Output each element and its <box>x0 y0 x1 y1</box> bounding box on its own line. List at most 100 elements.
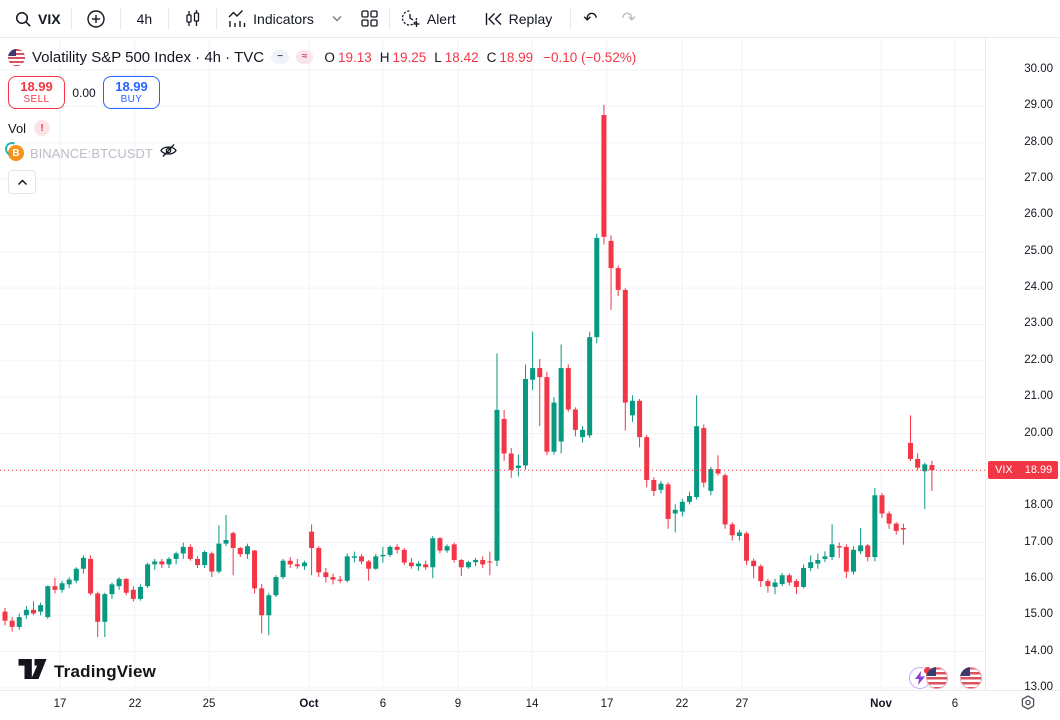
candle-body <box>38 605 44 612</box>
candle-body <box>615 268 621 290</box>
candle-body <box>359 556 364 562</box>
volume-study-row[interactable]: Vol ! <box>8 119 636 137</box>
time-tick-label: Oct <box>299 698 319 710</box>
price-axis[interactable]: VIX 18.99 30.00 29.00 28.00 27.00 26.00 25.00… <box>985 38 1060 693</box>
candle-body <box>451 544 457 560</box>
layout-grid-button[interactable] <box>350 0 389 38</box>
candle-body <box>102 594 108 622</box>
replay-button[interactable]: Replay <box>474 0 563 38</box>
undo-button[interactable]: ↶ <box>583 9 598 28</box>
candle-body <box>822 556 828 559</box>
candle-body <box>601 115 607 237</box>
high-key: H <box>379 49 390 65</box>
candle-body <box>408 562 414 567</box>
market-closed-pill[interactable]: − <box>271 50 289 64</box>
time-axis[interactable]: 17 22 25 Oct 6 9 14 17 22 27 Nov 6 <box>0 690 1060 720</box>
candle-body <box>444 546 450 551</box>
spread-value: 0.00 <box>72 85 96 100</box>
us-flag-icon <box>8 48 25 66</box>
interval-button[interactable]: 4h <box>121 0 169 38</box>
candle-body <box>216 543 222 572</box>
sell-button[interactable]: 18.99 SELL <box>8 76 65 109</box>
low-value: 18.42 <box>444 49 479 65</box>
candle-body <box>751 560 757 567</box>
candle-body <box>145 564 151 587</box>
symbol-title[interactable]: Volatility S&P 500 Index · 4h · TVC <box>32 48 265 66</box>
candle-body <box>929 465 935 471</box>
candle-body <box>644 437 650 481</box>
search-icon <box>14 10 32 28</box>
time-tick-label: 17 <box>53 698 67 710</box>
candle-body <box>765 581 771 587</box>
candle-body <box>686 496 692 502</box>
sell-label: SELL <box>23 94 50 105</box>
compare-add-button[interactable] <box>72 0 120 38</box>
alert-button[interactable]: Alert <box>390 0 466 38</box>
time-tick-label: 9 <box>454 698 462 710</box>
tradingview-logo[interactable]: TradingView <box>18 659 156 684</box>
price-tick-label: 29.00 <box>1024 99 1053 112</box>
candle-body <box>736 532 742 537</box>
time-tick-label: 25 <box>202 698 216 710</box>
price-tick-label: 21.00 <box>1024 390 1053 403</box>
candle-body <box>829 544 835 558</box>
last-price-badge[interactable]: VIX 18.99 <box>988 461 1058 480</box>
price-tick-label: 27.00 <box>1024 172 1053 185</box>
toolbar-separator <box>70 7 72 30</box>
symbol-info-row[interactable]: Volatility S&P 500 Index · 4h · TVC − ≈ … <box>8 46 636 68</box>
time-tick-label: Nov <box>870 698 892 710</box>
candle-body <box>45 586 51 618</box>
open-key: O <box>324 49 335 65</box>
bitcoin-icon: B <box>3 140 24 161</box>
buy-label: BUY <box>120 94 143 105</box>
candle-body <box>815 559 821 564</box>
candle-body <box>52 586 58 590</box>
us-flag-account-icon[interactable] <box>960 667 982 689</box>
candle-body <box>323 572 329 578</box>
grid-layout-icon <box>360 9 379 28</box>
candle-body <box>373 556 379 569</box>
sell-price: 18.99 <box>20 79 53 94</box>
us-flag-account-icon[interactable] <box>926 667 948 689</box>
candle-body <box>558 368 564 442</box>
collapse-legend-button[interactable] <box>8 170 36 194</box>
candle-body <box>537 368 543 378</box>
eye-slash-icon[interactable] <box>159 142 178 164</box>
indicators-templates-dropdown[interactable] <box>324 0 350 38</box>
chart-pane[interactable] <box>0 38 985 690</box>
price-tick-label: 18.00 <box>1024 499 1053 512</box>
candle-body <box>116 578 122 587</box>
badge-symbol: VIX <box>995 464 1013 477</box>
candle-body <box>416 563 422 567</box>
candle-body <box>836 546 842 548</box>
hidden-symbol-row[interactable]: B BINANCE:BTCUSDT <box>3 140 636 164</box>
ohlc-values: O 19.13 H 19.25 L 18.42 C 18.99 −0.10 (−… <box>324 50 636 65</box>
candle-body <box>708 469 714 491</box>
candle-body <box>95 593 101 622</box>
candle-body <box>744 533 750 561</box>
tradingview-mark-icon <box>18 659 47 684</box>
candle-body <box>195 558 201 566</box>
candle-body <box>301 562 307 567</box>
candle-body <box>594 237 600 338</box>
candle-body <box>252 550 258 589</box>
candlestick-chart[interactable] <box>0 38 985 690</box>
delayed-data-pill[interactable]: ≈ <box>295 50 314 64</box>
candle-body <box>893 523 899 531</box>
symbol-search-text: VIX <box>38 10 61 27</box>
indicators-icon <box>227 9 247 29</box>
candle-body <box>23 609 29 616</box>
candle-body <box>16 617 22 627</box>
buy-button[interactable]: 18.99 BUY <box>103 76 160 109</box>
redo-button[interactable]: ↷ <box>621 9 636 28</box>
volume-warning-icon[interactable]: ! <box>34 120 51 136</box>
axis-settings-gear-icon[interactable] <box>1019 694 1037 717</box>
price-tick-label: 20.00 <box>1024 426 1053 439</box>
symbol-search-button[interactable]: VIX <box>0 0 71 38</box>
chart-type-button[interactable] <box>169 0 216 38</box>
open-value: 19.13 <box>337 49 372 65</box>
candle-body <box>843 546 849 572</box>
indicators-button[interactable]: Indicators <box>217 0 324 38</box>
candle-body <box>430 538 436 568</box>
candle-body <box>922 464 928 472</box>
